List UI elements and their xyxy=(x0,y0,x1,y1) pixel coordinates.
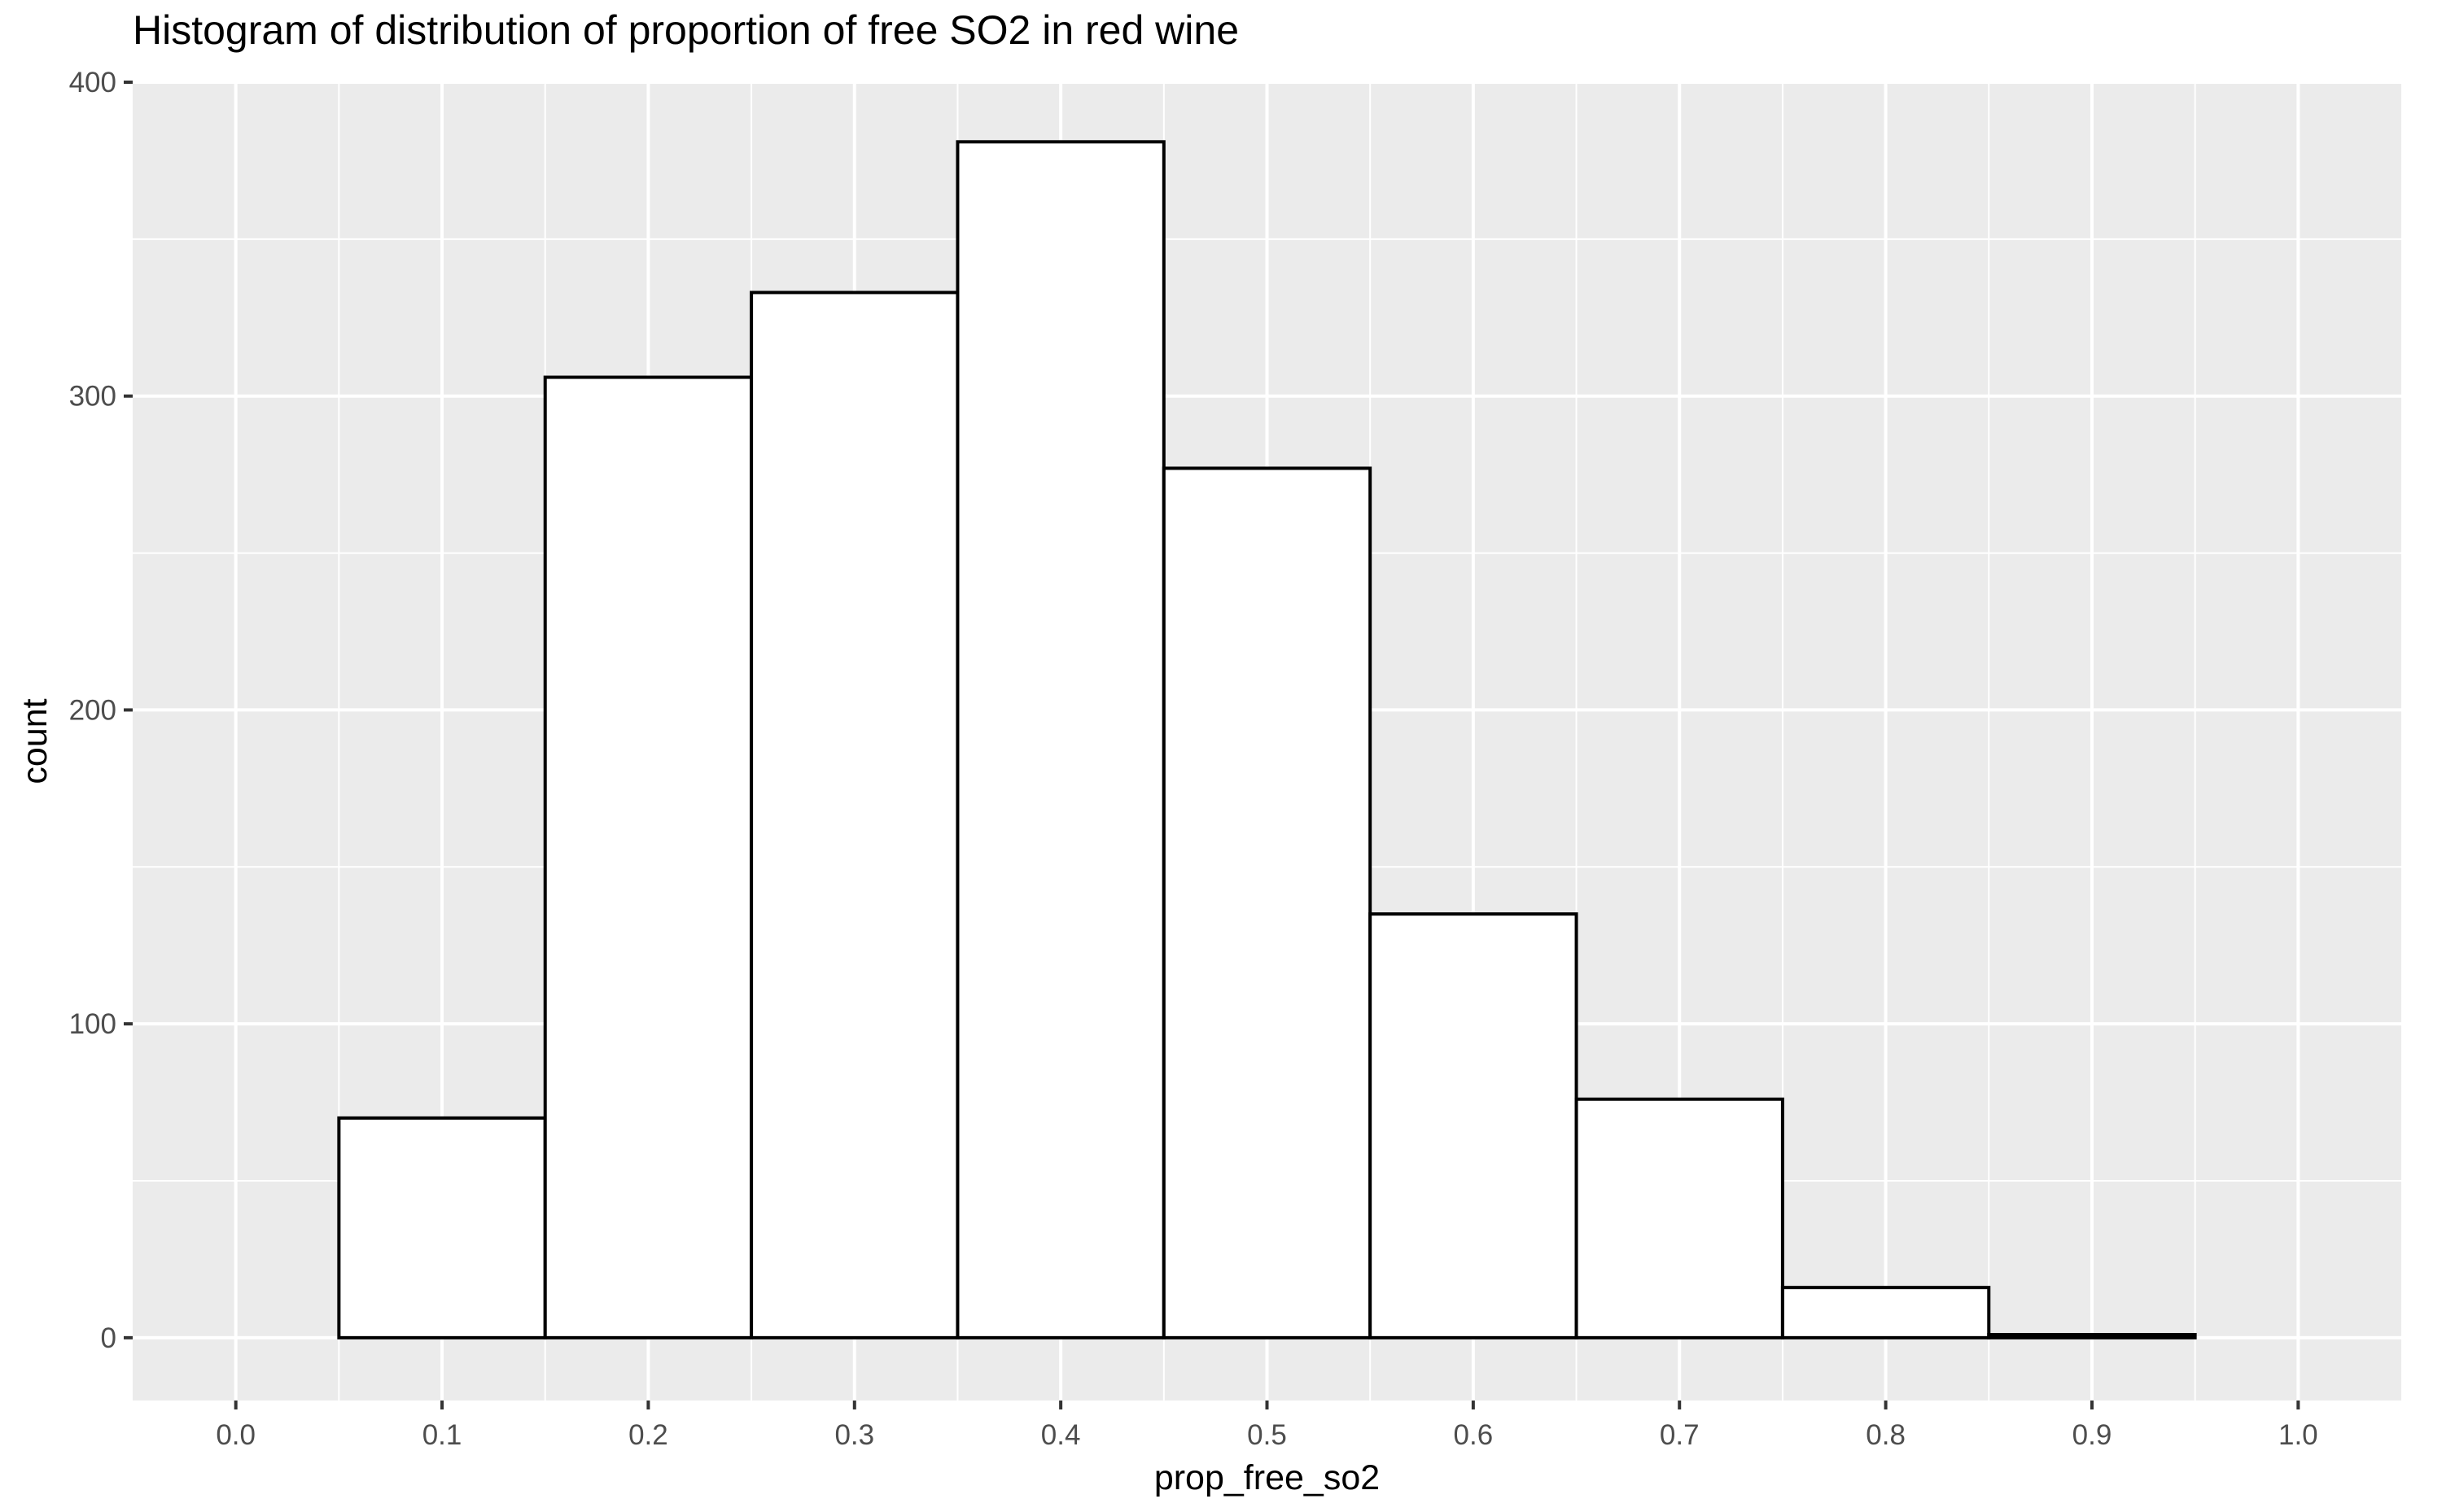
y-axis-title: count xyxy=(15,698,55,784)
x-axis-title: prop_free_so2 xyxy=(1154,1458,1380,1497)
x-axis: 0.0 0.1 0.2 0.3 0.4 0.5 0.6 0.7 0.8 0.9 1.0 xyxy=(216,1401,2318,1451)
y-tick-label: 400 xyxy=(69,67,116,98)
histogram-bar xyxy=(750,291,960,1339)
histogram-bar xyxy=(1780,1286,1991,1339)
histogram-bar xyxy=(956,140,1166,1339)
chart-title: Histogram of distribution of proportion … xyxy=(133,7,1240,53)
x-tick-label: 0.0 xyxy=(216,1419,256,1451)
x-tick-label: 0.3 xyxy=(834,1419,874,1451)
histogram-bar xyxy=(337,1116,547,1339)
histogram-bar xyxy=(543,375,754,1339)
x-tick-label: 0.7 xyxy=(1660,1419,1700,1451)
histogram-bar xyxy=(1368,912,1578,1339)
x-tick-label: 1.0 xyxy=(2278,1419,2318,1451)
x-tick-label: 0.5 xyxy=(1247,1419,1287,1451)
histogram-bars xyxy=(337,140,2197,1339)
histogram-bar xyxy=(1574,1097,1784,1339)
y-tick-label: 200 xyxy=(69,694,116,726)
x-tick-label: 0.6 xyxy=(1454,1419,1494,1451)
y-tick-label: 100 xyxy=(69,1008,116,1040)
y-tick-label: 0 xyxy=(101,1322,116,1354)
y-tick-label: 300 xyxy=(69,381,116,413)
x-tick-label: 0.8 xyxy=(1866,1419,1906,1451)
histogram-bar xyxy=(1987,1333,2197,1339)
x-tick-label: 0.4 xyxy=(1041,1419,1081,1451)
x-tick-label: 0.9 xyxy=(2072,1419,2112,1451)
histogram-bar xyxy=(1162,466,1372,1339)
x-tick-label: 0.1 xyxy=(422,1419,462,1451)
x-tick-label: 0.2 xyxy=(628,1419,668,1451)
y-axis: 0 100 200 300 400 xyxy=(69,67,133,1354)
